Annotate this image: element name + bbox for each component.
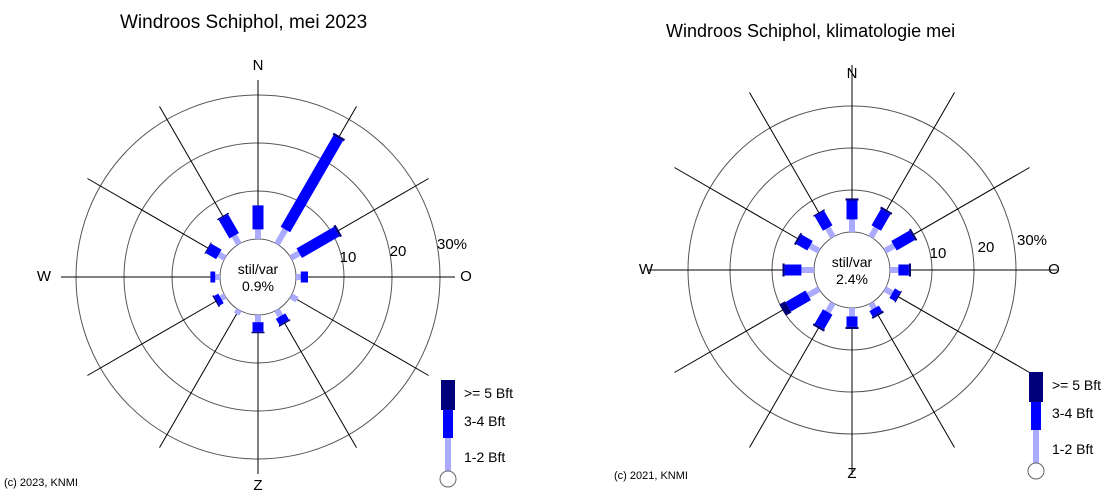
bar-330-bft-5plus: [813, 209, 825, 217]
ring-label-2: 20: [390, 243, 407, 260]
bar-30-bft-5plus: [332, 132, 346, 142]
bar-300-bft-3-4: [205, 243, 222, 260]
bar-150-bft-1-2: [274, 308, 284, 318]
bar-240-bft-3-4: [785, 290, 811, 312]
bar-150-bft-5plus: [871, 310, 884, 319]
bar-60-bft-3-4: [891, 230, 915, 251]
legend-label-bft-5plus: >= 5 Bft: [464, 385, 513, 401]
direction-label-n: N: [847, 65, 858, 82]
bar-120-bft-1-2: [883, 286, 894, 296]
legend-swatch-bft-3-4: [443, 410, 453, 438]
calm-circle: [813, 231, 891, 309]
bar-210-bft-3-4: [814, 309, 833, 330]
calm-circle: [219, 238, 297, 316]
legend-label-bft-5plus: >= 5 Bft: [1052, 377, 1101, 393]
bar-30-bft-3-4: [280, 135, 343, 233]
chart-title: Windroos Schiphol, mei 2023: [120, 12, 368, 33]
bar-300-bft-1-2: [217, 251, 227, 261]
bar-330-bft-1-2: [825, 226, 836, 239]
legend-label-bft-3-4: 3-4 Bft: [1052, 405, 1093, 421]
bar-60-bft-1-2: [883, 243, 896, 254]
legend: >= 5 Bft 3-4 Bft 1-2 Bft: [1027, 372, 1101, 480]
bar-240-bft-5plus: [212, 295, 221, 308]
bar-330-bft-1-2: [231, 234, 242, 246]
ring-label-1: 10: [930, 245, 947, 262]
bar-330-bft-5plus: [217, 212, 230, 221]
copyright-note: (c) 2021, KNMI: [614, 470, 688, 482]
bar-330-bft-3-4: [218, 214, 239, 239]
calm-value: 0.9%: [242, 278, 274, 294]
bar-150-bft-3-4: [869, 305, 883, 317]
bar-60-bft-5plus: [333, 224, 342, 238]
bar-60-bft-3-4: [296, 226, 340, 258]
windrose-panel-climatology: Windroos Schiphol, klimatologie mei 10 20…: [590, 0, 1118, 491]
bar-30-bft-1-2: [274, 228, 288, 246]
bar-120-bft-1-2: [289, 293, 299, 303]
bar-30-bft-3-4: [871, 208, 891, 231]
direction-label-z: Z: [847, 465, 856, 482]
bar-60-bft-1-2: [289, 250, 301, 261]
spoke-150: [276, 309, 357, 448]
ring-label-3: 30%: [437, 236, 467, 253]
bar-30-bft-5plus: [880, 206, 893, 215]
spoke-120: [884, 288, 1030, 373]
bar-120-bft-5plus: [894, 290, 902, 303]
bar-240-bft-1-2: [219, 293, 227, 301]
spoke-150: [870, 302, 955, 448]
bar-240-bft-5plus: [779, 301, 792, 316]
spoke-300: [674, 167, 820, 252]
legend-swatch-bft-5plus: [441, 380, 455, 410]
bar-300-bft-5plus: [794, 232, 803, 246]
direction-label-o: O: [1048, 261, 1060, 278]
bar-150-bft-5plus: [278, 319, 291, 327]
spoke-120: [290, 295, 429, 376]
legend-swatch-bft-5plus: [1029, 372, 1043, 402]
bar-150-bft-1-2: [868, 301, 877, 310]
legend-calm-circle: [1027, 462, 1045, 480]
direction-label-w: W: [639, 261, 654, 278]
legend-calm-circle: [439, 470, 457, 488]
chart-title: Windroos Schiphol, klimatologie mei: [666, 21, 956, 41]
bar-120-bft-3-4: [889, 288, 901, 302]
direction-label-z: Z: [253, 477, 262, 491]
legend-label-bft-3-4: 3-4 Bft: [464, 413, 505, 429]
spoke-210: [159, 309, 240, 448]
direction-label-w: W: [37, 268, 52, 285]
bar-150-bft-3-4: [275, 313, 289, 326]
bar-330-bft-3-4: [814, 210, 833, 231]
ring-label-2: 20: [978, 239, 995, 256]
spoke-240: [87, 295, 226, 376]
direction-label-o: O: [460, 268, 472, 285]
legend-label-bft-1-2: 1-2 Bft: [464, 449, 505, 465]
calm-label: stil/var: [238, 261, 279, 277]
legend-swatch-bft-1-2: [445, 438, 451, 472]
bar-30-bft-1-2: [868, 226, 879, 239]
calm-label: stil/var: [832, 254, 873, 270]
legend: >= 5 Bft 3-4 Bft 1-2 Bft: [439, 380, 513, 488]
ring-label-3: 30%: [1017, 232, 1047, 249]
calm-value: 2.4%: [836, 271, 868, 287]
bar-210-bft-1-2: [234, 308, 242, 316]
legend-label-bft-1-2: 1-2 Bft: [1052, 441, 1093, 457]
ring-label-1: 10: [340, 249, 357, 266]
bar-300-bft-3-4: [796, 234, 813, 251]
legend-swatch-bft-1-2: [1033, 430, 1039, 464]
legend-swatch-bft-3-4: [1031, 402, 1041, 430]
bar-240-bft-1-2: [806, 286, 821, 298]
bar-300-bft-1-2: [808, 243, 821, 254]
bar-210-bft-5plus: [812, 323, 825, 332]
bar-240-bft-3-4: [214, 293, 224, 306]
copyright-note: (c) 2023, KNMI: [4, 477, 78, 489]
spoke-300: [87, 178, 226, 259]
bar-60-bft-5plus: [908, 228, 918, 241]
bar-210-bft-1-2: [825, 301, 836, 314]
direction-label-n: N: [253, 57, 264, 74]
